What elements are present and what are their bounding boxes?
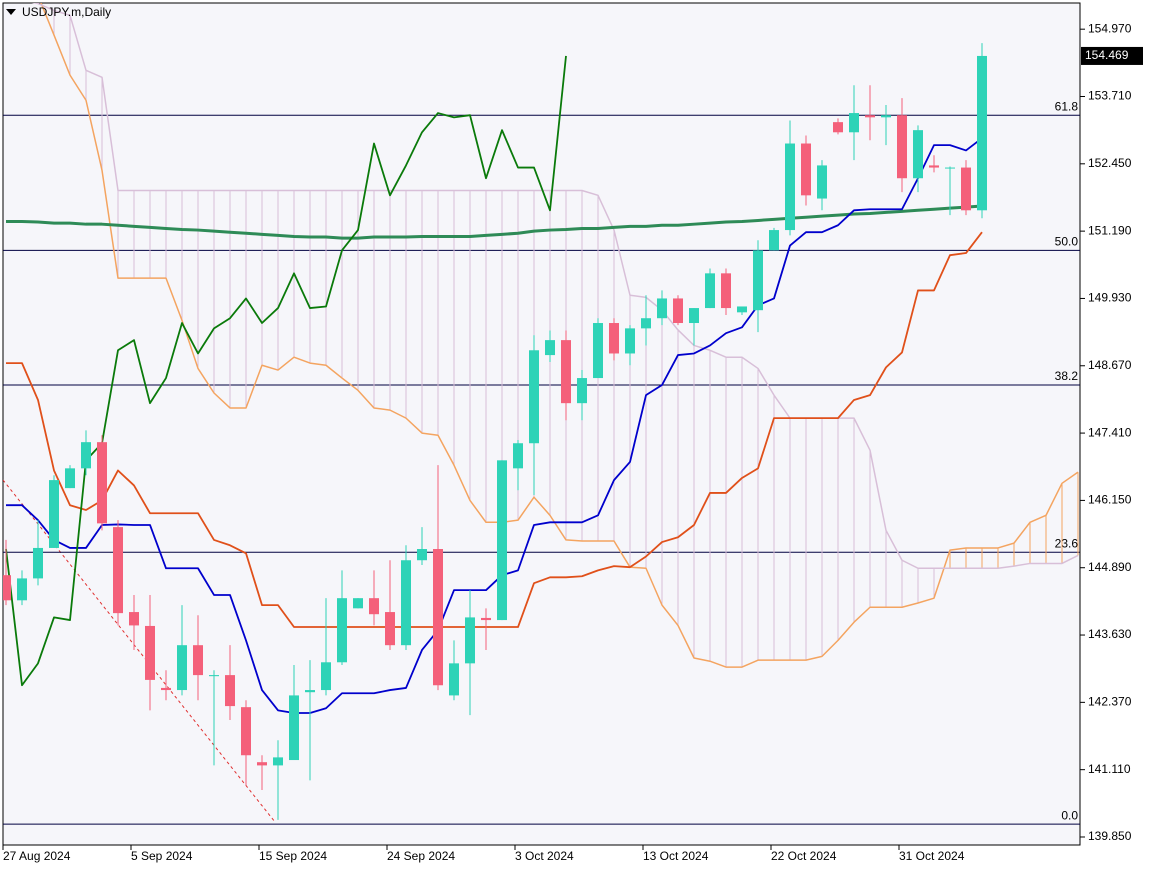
current-price-box [1081, 46, 1143, 65]
candle-body [929, 165, 939, 168]
x-tick-label: 15 Sep 2024 [259, 849, 327, 863]
candle-body [897, 115, 907, 179]
candle-body [65, 468, 75, 489]
candle-body [801, 143, 811, 196]
fib-level-label: 61.8 [1055, 99, 1079, 113]
y-tick-label: 142.370 [1088, 695, 1132, 709]
y-tick-label: 146.150 [1088, 493, 1132, 507]
candle-body [177, 645, 187, 691]
candle-body [625, 328, 635, 354]
x-tick-label: 3 Oct 2024 [515, 849, 574, 863]
candle-body [417, 549, 427, 561]
candle-body [273, 757, 283, 766]
y-tick-label: 152.450 [1088, 156, 1132, 170]
y-tick-label: 153.710 [1088, 89, 1132, 103]
fib-level-label: 50.0 [1055, 235, 1079, 249]
candle-body [49, 480, 59, 548]
x-tick-label: 27 Aug 2024 [3, 849, 71, 863]
candle-body [609, 323, 619, 354]
candle-body [433, 549, 443, 686]
candle-body [561, 340, 571, 404]
y-tick-label: 154.970 [1088, 21, 1132, 35]
candle-body [753, 250, 763, 311]
candle-body [689, 308, 699, 324]
candle-body [401, 560, 411, 646]
y-tick-label: 141.110 [1088, 762, 1131, 776]
candle-body [337, 598, 347, 663]
candle-body [193, 645, 203, 676]
candle-body [849, 113, 859, 133]
candle-body [257, 762, 267, 766]
candle-body [385, 612, 395, 646]
candle-body [945, 167, 955, 169]
fib-level-label: 0.0 [1061, 808, 1078, 822]
x-tick-label: 22 Oct 2024 [771, 849, 837, 863]
candle-body [161, 687, 171, 691]
trend-line [3, 479, 276, 823]
candle-body [641, 318, 651, 329]
y-tick-label: 143.630 [1088, 627, 1132, 641]
candle-body [529, 350, 539, 444]
tenkan-sen [6, 137, 983, 714]
candle-body [305, 690, 315, 693]
candle-body [513, 443, 523, 469]
candle-body [81, 442, 91, 469]
y-tick-label: 148.670 [1088, 358, 1132, 372]
x-tick-label: 31 Oct 2024 [899, 849, 965, 863]
symbol-menu-triangle[interactable] [6, 9, 16, 15]
x-tick-label: 5 Sep 2024 [131, 849, 193, 863]
candle-body [17, 578, 27, 601]
y-tick-label: 139.850 [1088, 829, 1132, 843]
y-tick-label: 151.190 [1088, 223, 1132, 237]
candle-body [209, 675, 219, 677]
candle-body [769, 230, 779, 251]
candle-body [545, 340, 555, 356]
candle-body [129, 612, 139, 626]
candle-body [705, 273, 715, 309]
candle-body [785, 143, 795, 231]
candle-body [369, 598, 379, 615]
fib-level-label: 23.6 [1055, 536, 1079, 550]
candle-body [33, 547, 43, 579]
candle-body [721, 273, 731, 309]
candle-body [225, 675, 235, 707]
candle-body [449, 663, 459, 696]
candle-body [817, 165, 827, 199]
candle-body [97, 442, 107, 524]
y-tick-label: 149.930 [1088, 291, 1132, 305]
x-tick-label: 24 Sep 2024 [387, 849, 455, 863]
candle-body [881, 115, 891, 118]
candle-body [481, 617, 491, 621]
candle-body [465, 617, 475, 664]
candle-body [593, 323, 603, 379]
candle-body [241, 707, 251, 756]
candle-body [737, 306, 747, 313]
kijun-sen [6, 231, 983, 628]
plot-layer: 61.8 50.0 38.2 23.6 0.0 [3, 3, 1080, 825]
candle-body [833, 122, 843, 133]
candle-body [865, 115, 875, 118]
candle-body [289, 695, 299, 761]
candle-body [145, 625, 155, 680]
candle-body [497, 460, 507, 621]
candle-body [913, 130, 923, 179]
candle-body [3, 575, 11, 601]
candle-body [673, 298, 683, 324]
chart-title: USDJPY.m,Daily [22, 5, 111, 19]
candle-body [657, 298, 667, 319]
current-price-label: 154.469 [1085, 48, 1129, 62]
candle-body [961, 167, 971, 211]
candle-body [321, 662, 331, 691]
x-tick-label: 13 Oct 2024 [643, 849, 709, 863]
fib-level-label: 38.2 [1055, 369, 1079, 383]
candle-body [977, 55, 987, 211]
y-tick-label: 144.890 [1088, 560, 1132, 574]
candle-body [577, 378, 587, 404]
y-tick-label: 147.410 [1088, 425, 1132, 439]
moving-average [6, 204, 983, 240]
candle-body [353, 598, 363, 609]
candle-body [113, 527, 123, 614]
